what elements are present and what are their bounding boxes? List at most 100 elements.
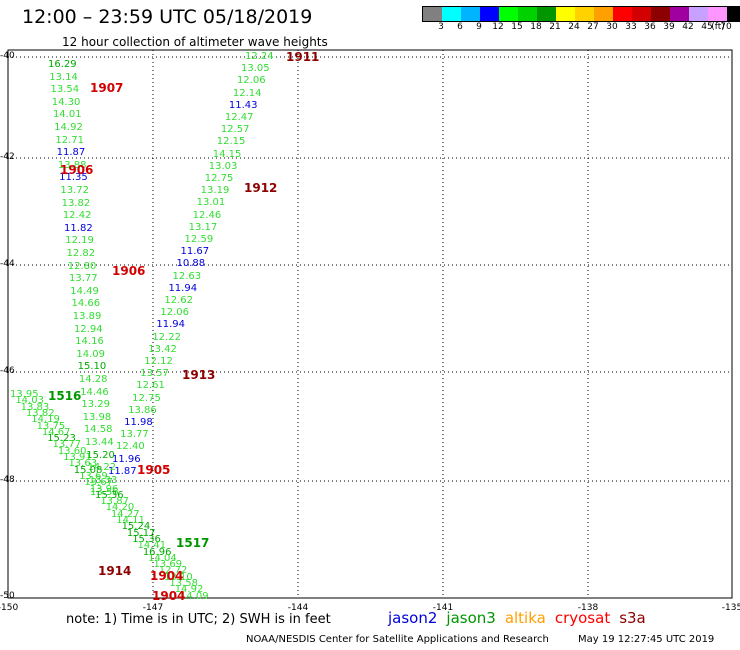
wave-height-value: 13.69: [79, 470, 108, 482]
wave-height-value: 11.94: [168, 282, 198, 294]
wave-height-value: 15.24: [121, 521, 151, 533]
wave-height-value: 13.42: [148, 343, 177, 355]
wave-height-value: 12.24: [245, 51, 274, 62]
wave-height-value: 13.98: [82, 411, 112, 423]
wave-height-value: 14.04: [148, 552, 177, 564]
wave-height-value: 13.05: [240, 63, 270, 75]
wave-height-value: 13.03: [208, 160, 238, 172]
orbit-number-label: 1912: [244, 181, 278, 195]
orbit-number-label: 1516: [48, 389, 82, 403]
wave-height-value: 13.63: [68, 458, 98, 470]
wave-height-value: 13.77: [52, 439, 82, 451]
wave-height-value: 16.29: [48, 59, 77, 70]
legend-swatch: [632, 7, 651, 21]
legend-label: 70: [720, 22, 732, 32]
wave-height-value: 14.66: [71, 298, 101, 310]
wave-height-value: 14.22: [87, 462, 117, 474]
legend-swatch: [499, 7, 518, 21]
legend-swatch: [442, 7, 461, 21]
legend-swatch: [423, 7, 442, 21]
wave-height-value: 13.82: [61, 197, 91, 209]
latitude-label: -50: [0, 591, 15, 601]
longitude-label: -150: [0, 603, 19, 613]
wave-height-value: 13.54: [50, 84, 80, 96]
legend-label: 27: [587, 22, 599, 32]
wave-height-value: 13.82: [25, 407, 55, 419]
orbit-number-label: 1911: [286, 50, 320, 64]
wave-height-value: 13.56: [90, 487, 119, 499]
legend-label: 36: [644, 22, 656, 32]
wave-height-value: 13.10: [164, 571, 193, 583]
wave-height-value: 13.88: [57, 159, 87, 171]
orbit-number-label: 1904: [150, 569, 184, 583]
wave-height-value: 13.96: [89, 483, 119, 495]
legend-label: 45: [701, 22, 713, 32]
wave-height-value: 12.82: [66, 248, 96, 259]
legend-label: 42: [682, 22, 694, 32]
orbit-number-label: 1904: [152, 589, 186, 603]
wave-height-value: 15.36: [95, 489, 124, 501]
wave-height-value: 14.03: [15, 395, 44, 407]
longitude-label: -144: [287, 603, 309, 613]
orbit-number-label: 1517: [176, 536, 210, 550]
wave-height-value: 12.14: [232, 87, 262, 99]
longitude-label: -141: [432, 603, 454, 613]
wave-height-value: 14.20: [105, 502, 135, 514]
legend-swatch: [689, 7, 708, 21]
orbit-number-label: 1914: [98, 564, 132, 578]
wave-height-value: 11.35: [59, 172, 88, 184]
wave-height-value: 15.36: [132, 533, 161, 545]
legend-label: 30: [606, 22, 618, 32]
legend-label: 6: [457, 22, 463, 32]
wave-height-value: 15.17: [126, 527, 156, 539]
wave-height-value: 15.20: [86, 449, 115, 461]
wave-height-value: 13.91: [63, 452, 92, 463]
latitude-label: -40: [0, 51, 15, 61]
wave-height-value: 12.75: [204, 173, 234, 184]
satellite-legend-item: altika: [504, 609, 546, 627]
wave-height-value: 13.60: [57, 445, 87, 457]
wave-height-value: 13.17: [188, 221, 218, 233]
legend-swatch: [727, 7, 740, 21]
wave-height-value: 12.22: [152, 331, 181, 343]
latitude-label: -46: [0, 366, 15, 376]
legend-label: 15: [511, 22, 523, 32]
wave-height-value: 11.67: [180, 246, 210, 258]
latitude-label: -48: [0, 475, 15, 485]
orbit-number-label: 1907: [90, 81, 124, 95]
wave-height-value: 12.75: [132, 392, 161, 404]
legend-swatch: [651, 7, 670, 21]
legend-label: 12: [492, 22, 504, 32]
legend-swatch: [708, 7, 727, 21]
satellite-legend-item: jason3: [446, 609, 496, 627]
wave-height-value: 13.01: [196, 197, 226, 209]
wave-height-value: 15.08: [73, 464, 103, 476]
color-legend: [422, 6, 740, 22]
longitude-label: -147: [142, 603, 164, 613]
wave-height-value: 12.59: [184, 234, 214, 245]
credit-line: NOAA/NESDIS Center for Satellite Applica…: [246, 634, 549, 645]
legend-swatch: [537, 7, 556, 21]
wave-height-value: 13.29: [81, 399, 110, 411]
wave-height-value: 14.15: [212, 148, 242, 160]
legend-swatch: [575, 7, 594, 21]
orbit-number-label: 1906: [112, 264, 146, 278]
wave-height-value: 13.58: [169, 578, 199, 589]
latitude-label: -44: [0, 259, 15, 269]
wave-height-value: 12.71: [55, 134, 85, 146]
wave-height-value: 16.96: [142, 546, 172, 558]
wave-height-value: 11.96: [112, 453, 141, 465]
wave-height-value: 14.19: [31, 414, 60, 426]
wave-height-value: 11.87: [56, 147, 86, 159]
wave-height-value: 13.57: [140, 368, 169, 380]
wave-height-value: 14.41: [137, 540, 167, 552]
wave-height-value: 15.23: [47, 433, 76, 445]
wave-height-value: 12.80: [67, 260, 97, 272]
wave-height-value: 14.27: [110, 508, 140, 520]
wave-height-value: 12.72: [158, 565, 188, 577]
wave-height-value: 14.67: [41, 426, 71, 438]
latitude-label: -42: [0, 152, 15, 162]
wave-height-value: 13.95: [10, 389, 39, 400]
